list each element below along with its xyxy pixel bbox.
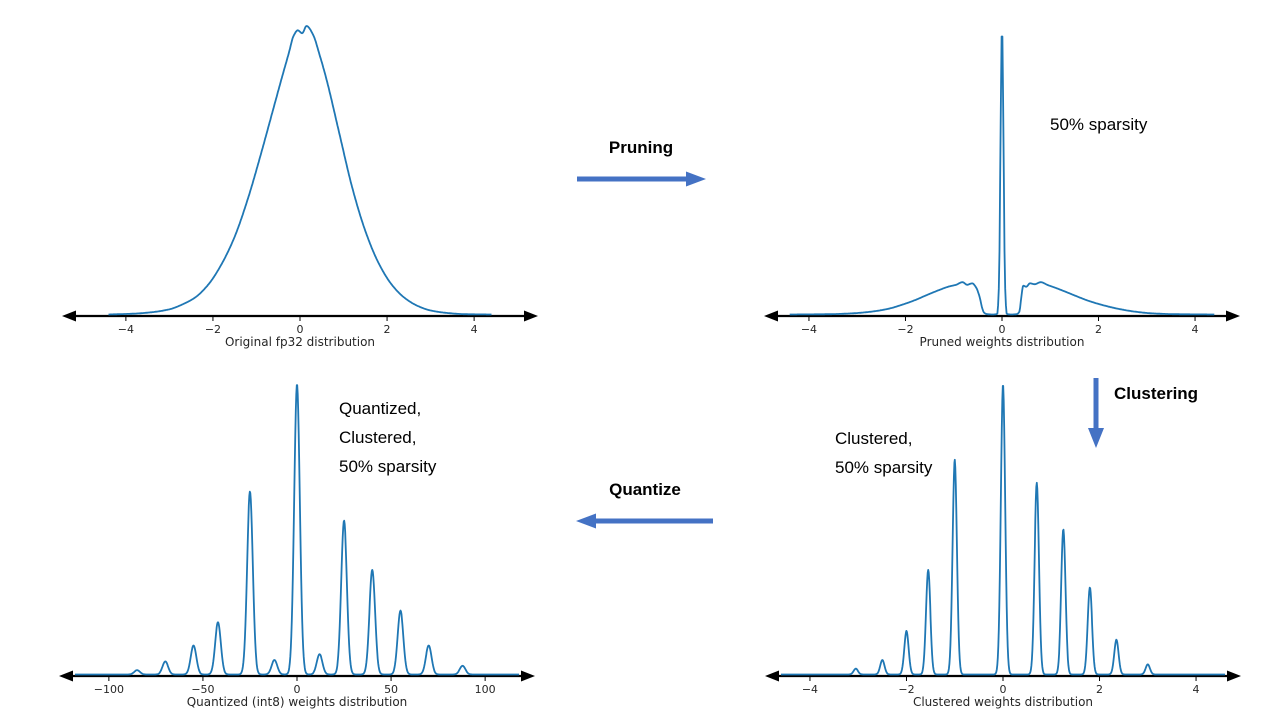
annotation-line: Clustered, bbox=[339, 428, 417, 447]
svg-text:100: 100 bbox=[475, 683, 496, 696]
annotation-line: 50% sparsity bbox=[1050, 115, 1148, 134]
clustered-distribution-plot: −4 −2 0 2 4 bbox=[765, 385, 1241, 696]
original-distribution-plot: −4 −2 0 2 4 bbox=[62, 25, 538, 336]
svg-text:0: 0 bbox=[297, 323, 304, 336]
annotation-line: 50% sparsity bbox=[835, 458, 933, 477]
svg-text:4: 4 bbox=[1192, 323, 1199, 336]
svg-text:−2: −2 bbox=[897, 323, 913, 336]
svg-text:4: 4 bbox=[471, 323, 478, 336]
svg-text:2: 2 bbox=[384, 323, 391, 336]
quantized-distribution-plot: −100 −50 0 50 100 bbox=[59, 384, 535, 696]
annotation-line: Clustered, bbox=[835, 429, 913, 448]
svg-text:−2: −2 bbox=[205, 323, 221, 336]
svg-text:4: 4 bbox=[1193, 683, 1200, 696]
svg-text:0: 0 bbox=[999, 323, 1006, 336]
annotation-quantized-sparsity: Quantized, Clustered, 50% sparsity bbox=[339, 394, 436, 481]
svg-text:50: 50 bbox=[384, 683, 398, 696]
clustering-label: Clustering bbox=[1114, 384, 1199, 403]
svg-text:−4: −4 bbox=[801, 323, 817, 336]
panel-clustered: −4 −2 0 2 4 Clustered, 50% sparsity Clustere… bbox=[763, 364, 1243, 714]
panel-quantized: −100 −50 0 50 100 Quantized, Clustered, 50% … bbox=[57, 364, 537, 714]
svg-text:2: 2 bbox=[1096, 683, 1103, 696]
x-axis-label-quantized: Quantized (int8) weights distribution bbox=[186, 695, 408, 709]
panel-original-fp32: −4 −2 0 2 4 Original fp32 distribution bbox=[60, 6, 540, 354]
svg-text:−4: −4 bbox=[802, 683, 818, 696]
annotation-line: 50% sparsity bbox=[339, 457, 437, 476]
svg-text:−50: −50 bbox=[191, 683, 214, 696]
flow-pruning: Pruning bbox=[575, 138, 707, 190]
quantize-label: Quantize bbox=[609, 480, 681, 499]
flow-clustering: Clustering bbox=[1086, 376, 1256, 456]
annotation-clustered-sparsity: Clustered, 50% sparsity bbox=[835, 424, 932, 482]
x-axis-label-clustered: Clustered weights distribution bbox=[912, 695, 1094, 709]
quantize-arrow-icon bbox=[576, 513, 713, 529]
panel-pruned: −4 −2 0 2 4 50% sparsity Pruned weights dist… bbox=[762, 6, 1242, 354]
clustering-arrow-icon bbox=[1088, 378, 1104, 448]
pruned-distribution-plot: −4 −2 0 2 4 bbox=[764, 35, 1240, 336]
flow-quantize: Quantize bbox=[575, 480, 715, 532]
pruning-label: Pruning bbox=[608, 138, 674, 157]
svg-text:0: 0 bbox=[294, 683, 301, 696]
pruning-arrow-icon bbox=[577, 171, 706, 187]
annotation-pruned-sparsity: 50% sparsity bbox=[1050, 110, 1147, 139]
x-axis-label-pruned: Pruned weights distribution bbox=[919, 335, 1085, 349]
x-axis-label-original: Original fp32 distribution bbox=[224, 335, 376, 349]
annotation-line: Quantized, bbox=[339, 399, 422, 418]
svg-text:−4: −4 bbox=[118, 323, 134, 336]
svg-text:−2: −2 bbox=[898, 683, 914, 696]
svg-text:2: 2 bbox=[1095, 323, 1102, 336]
svg-text:−100: −100 bbox=[94, 683, 124, 696]
svg-text:0: 0 bbox=[1000, 683, 1007, 696]
